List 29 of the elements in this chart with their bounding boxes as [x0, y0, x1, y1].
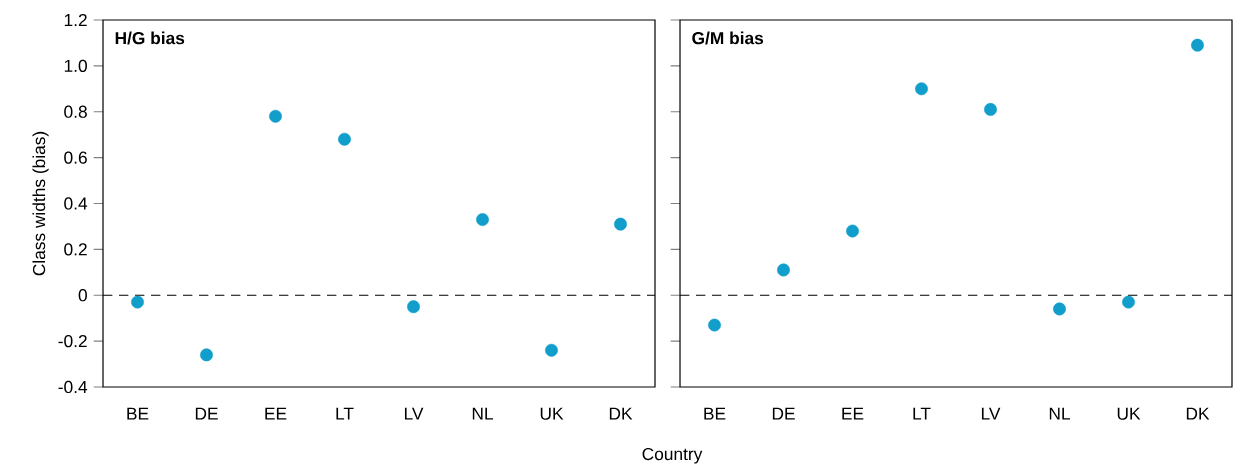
x-tick-label: EE [842, 407, 864, 420]
x-tick-label: DK [1186, 407, 1210, 420]
y-tick-label: 0.4 [64, 197, 88, 210]
x-tick-label: LT [913, 407, 931, 420]
x-tick-label: LV [981, 407, 1001, 420]
x-tick-label: DE [772, 407, 795, 420]
y-tick-label: 0 [78, 289, 87, 302]
text: G/M bias [692, 31, 764, 45]
x-tick-label: BE [704, 407, 726, 420]
x-tick-label: NL [472, 407, 494, 420]
x-tick-label: UK [540, 407, 564, 420]
y-tick-label: -0.4 [58, 380, 88, 394]
x-tick-label: LV [404, 407, 424, 420]
y-tick-label: 0.6 [64, 151, 87, 164]
x-axis-title: Country [642, 447, 703, 464]
x-tick-label: LT [336, 407, 354, 420]
x-tick-label: UK [1117, 407, 1141, 420]
x-tick-label: DE [195, 407, 218, 420]
x-tick-label: EE [265, 407, 287, 420]
y-tick-label: 0.8 [64, 105, 87, 118]
y-tick-label: 1.2 [64, 13, 87, 27]
y-tick-label: -0.2 [58, 334, 87, 348]
y-axis-title: Class widths (bias) [32, 131, 49, 276]
x-tick-label: NL [1049, 407, 1071, 420]
x-tick-label: BE [127, 407, 149, 420]
y-tick-label: 1.0 [64, 59, 87, 72]
y-tick-label: 0.2 [64, 243, 87, 256]
x-tick-label: DK [609, 407, 633, 420]
text: H/G bias [115, 31, 185, 45]
